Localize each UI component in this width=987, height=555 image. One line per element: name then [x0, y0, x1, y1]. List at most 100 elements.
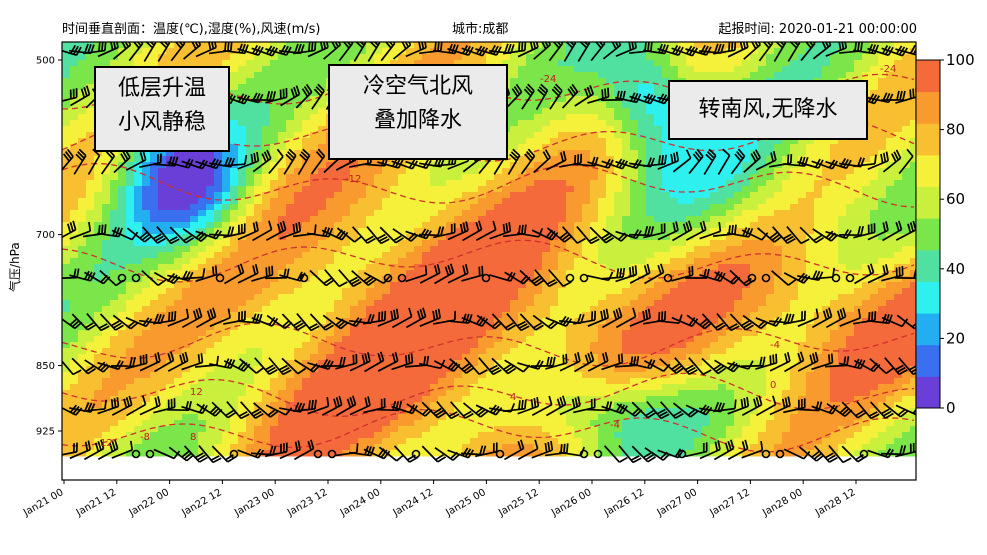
wind-barb: [237, 151, 260, 170]
wind-barb: [240, 401, 264, 419]
wind-barb: [729, 313, 754, 331]
wind-barb: [895, 87, 916, 104]
wind-barb: [292, 42, 317, 55]
x-tick-label: Jan26 12: [602, 487, 647, 519]
wind-barb: [139, 396, 161, 416]
colorbar-segment: [916, 123, 940, 156]
wind-barb: [198, 445, 222, 464]
calm-wind-circle: [747, 273, 757, 283]
wind-barb: [562, 226, 586, 244]
contour-label: -24: [540, 74, 556, 85]
wind-barb: [502, 42, 527, 55]
chart-header-init-time: 起报时间: 2020-01-21 00:00:00: [718, 22, 917, 37]
wind-barb: [769, 351, 791, 372]
colorbar-tick-label: 40: [946, 260, 965, 278]
wind-barb: [126, 395, 147, 417]
colorbar-segment: [916, 186, 940, 219]
wind-barb: [447, 221, 469, 241]
wind-barb: [643, 223, 666, 239]
wind-barb: [62, 220, 77, 242]
wind-barb: [265, 442, 288, 458]
wind-barb: [224, 263, 245, 285]
wind-barb: [62, 44, 82, 56]
wind-barb: [450, 401, 474, 419]
wind-barb: [783, 272, 811, 284]
wind-barb: [82, 399, 107, 412]
wind-barb: [139, 153, 162, 169]
wind-barb: [867, 264, 889, 284]
wind-barb: [447, 264, 469, 284]
colorbar-tick-label: 60: [946, 190, 965, 208]
x-tick-label: Jan22 12: [179, 487, 224, 519]
wind-barb: [237, 44, 264, 56]
wind-barb: [784, 351, 805, 373]
wind-barb: [548, 269, 572, 288]
wind-barb: [153, 311, 177, 325]
wind-barb: [126, 227, 153, 243]
wind-barbs: [62, 42, 916, 464]
wind-barb: [377, 351, 399, 372]
wind-barb: [838, 225, 864, 237]
x-tick-label: Jan24 00: [338, 487, 383, 519]
calm-wind-circle: [579, 273, 589, 283]
y-tick-label: 700: [36, 230, 55, 241]
wind-barb: [866, 313, 893, 325]
wind-barb: [125, 150, 147, 171]
wind-barb: [615, 265, 638, 283]
wind-barb: [252, 149, 272, 173]
x-tick-label: Jan21 00: [21, 487, 66, 519]
wind-barb: [783, 310, 806, 325]
wind-barb: [825, 307, 847, 329]
calm-wind-circle: [411, 449, 421, 459]
wind-barb: [573, 310, 597, 325]
wind-barb: [839, 308, 862, 327]
wind-barb: [336, 395, 357, 417]
wind-barb: [671, 316, 699, 328]
wind-barb: [169, 226, 194, 244]
wind-barb: [349, 352, 371, 372]
wind-barb: [265, 88, 288, 104]
temperature-contour: [62, 372, 915, 417]
wind-barb: [587, 87, 610, 104]
wind-barb: [335, 353, 358, 370]
wind-barb: [659, 401, 684, 419]
wind-barb: [181, 353, 204, 371]
wind-barb: [727, 396, 750, 415]
wind-barb: [364, 351, 385, 373]
wind-barb: [717, 148, 731, 175]
annotation-line: 冷空气北风: [362, 74, 473, 99]
wind-barb: [519, 269, 545, 287]
wind-barb: [646, 401, 670, 420]
wind-barb: [741, 229, 769, 241]
wind-barb: [559, 352, 581, 372]
wind-barb: [507, 148, 521, 175]
wind-barb: [421, 401, 447, 419]
contour-label: 12: [190, 387, 203, 398]
temperature-contour: [62, 162, 915, 208]
x-tick-label: Jan23 12: [285, 487, 330, 519]
wind-barb: [811, 353, 834, 371]
colorbar: 0 20 40 60 80 100: [915, 51, 975, 417]
wind-barb: [869, 401, 894, 419]
wind-barb: [376, 401, 403, 412]
colorbar-segment: [916, 91, 940, 124]
wind-barb: [629, 308, 652, 327]
wind-barb: [251, 265, 274, 282]
wind-barb: [699, 222, 722, 240]
annotation-cold-air: 冷空气北风 叠加降水: [328, 64, 508, 160]
wind-barb: [167, 351, 189, 372]
wind-barb: [772, 226, 796, 244]
calm-wind-circle: [229, 449, 239, 459]
contour-labels: -24 -24 -12 -8 -4 -4 0 4 8 12 12: [100, 64, 896, 449]
wind-barb: [854, 263, 875, 285]
contour-label: 8: [190, 432, 196, 443]
wind-barb: [882, 220, 903, 242]
wind-barb: [419, 359, 446, 370]
calm-wind-circle: [579, 449, 589, 459]
colorbar-segment: [916, 218, 940, 251]
wind-barb: [62, 148, 74, 174]
annotation-south-wind: 转南风,无降水: [668, 80, 868, 140]
colorbar-tick-label: 0: [946, 399, 956, 417]
annotation-low-level-warming: 低层升温 小风静稳: [94, 66, 230, 152]
x-tick-label: Jan26 00: [549, 487, 594, 519]
